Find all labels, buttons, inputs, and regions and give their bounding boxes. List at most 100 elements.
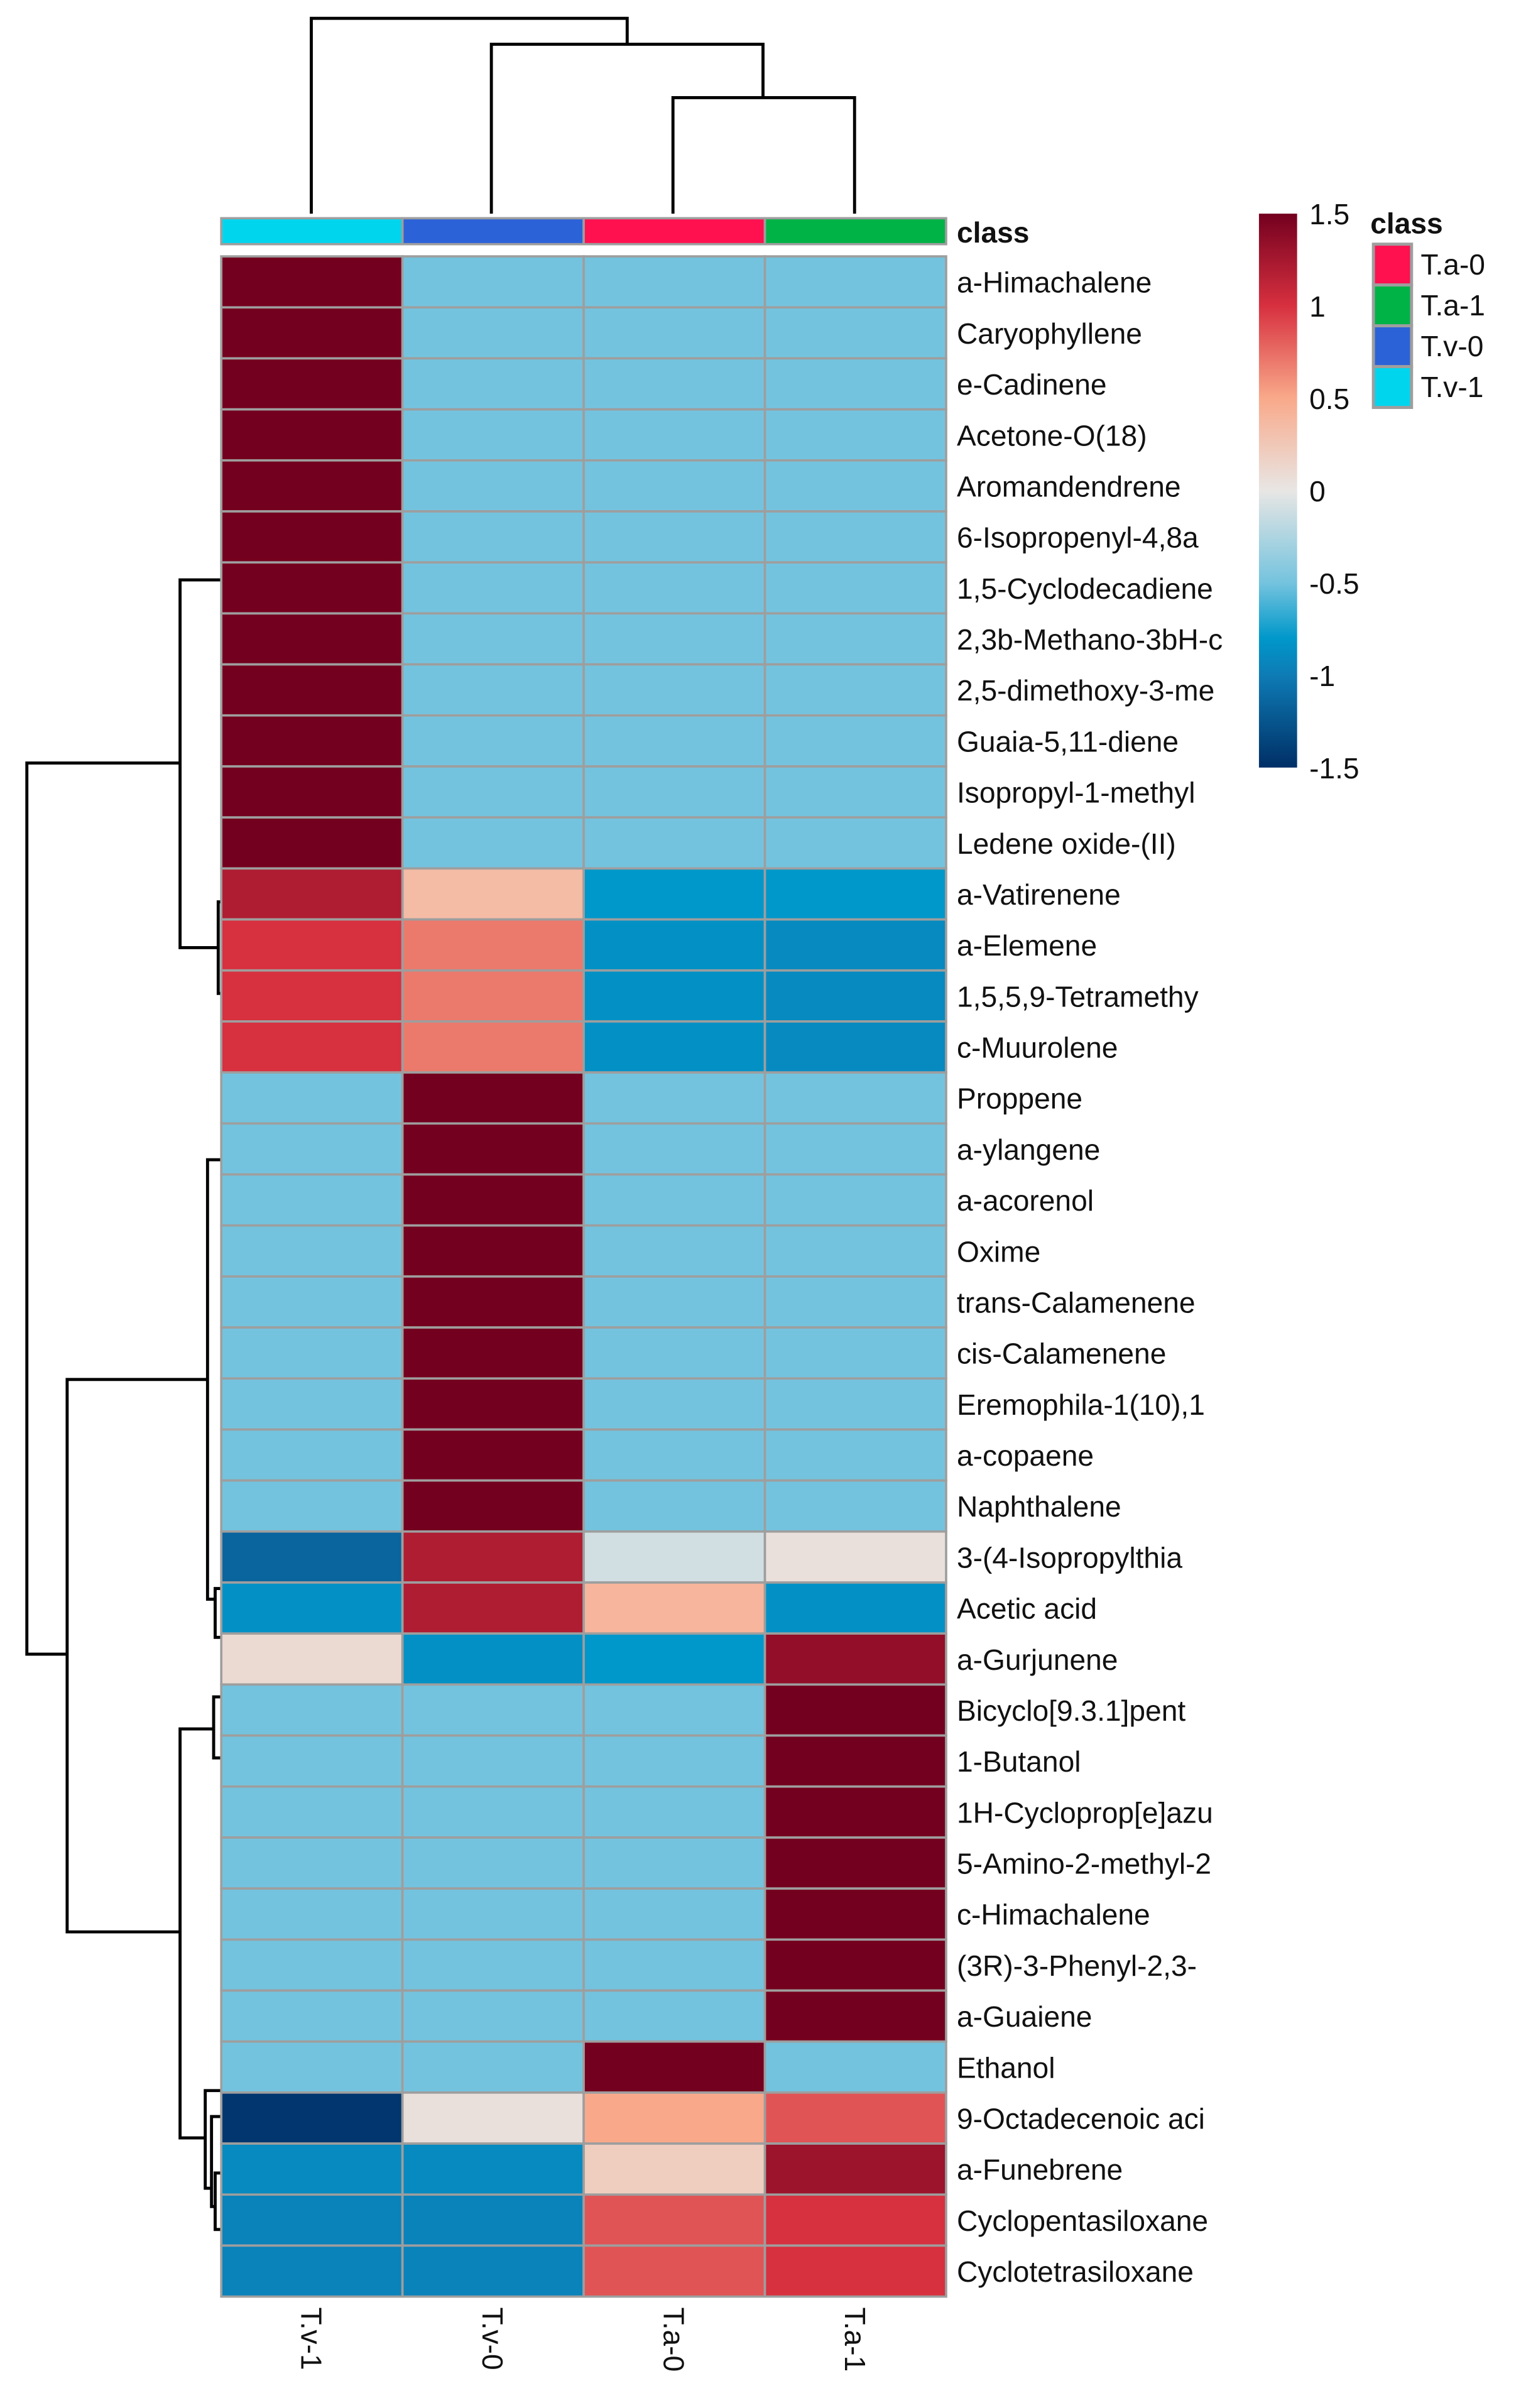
heatmap-cell [220,765,404,819]
heatmap-cell [220,1326,404,1380]
row-label: Aromandendrene [957,470,1181,503]
heatmap-cell [582,306,766,360]
column-labels: T.v-1 T.v-0 T.a-0 T.a-1 [295,2307,871,2372]
heatmap-cell [763,1530,947,1584]
heatmap-cell [582,918,766,972]
heatmap-cell [220,1071,404,1125]
heatmap-cell [763,1581,947,1635]
heatmap-cell [582,1071,766,1125]
heatmap-cell [582,1632,766,1686]
heatmap-cell [220,1734,404,1788]
row-label: 3-(4-Isopropylthia [957,1541,1182,1574]
heatmap-cell [763,1173,947,1227]
heatmap-cell [582,1581,766,1635]
legend-swatch [1371,365,1414,409]
row-label: trans-Calamenene [957,1286,1196,1319]
color-scale-legend: 1.5 1 0.5 0 -0.5 -1 -1.5 [1258,198,1360,785]
heatmap-cell [582,1887,766,1941]
heatmap-cell [220,1020,404,1074]
heatmap-cell [401,714,585,768]
heatmap-cell [401,1530,585,1584]
heatmap-cell [401,408,585,462]
heatmap-cell [763,1785,947,1839]
row-label: 1,5-Cyclodecadiene [957,572,1213,605]
row-label: Naphthalene [957,1490,1121,1523]
heatmap-cell [763,867,947,921]
heatmap-cell [220,663,404,717]
heatmap-cell [763,663,947,717]
heatmap-cell [401,1836,585,1890]
heatmap-cell [401,2142,585,2196]
heatmap-cell [401,1122,585,1176]
heatmap-cell [763,612,947,666]
heatmap-cell [220,1683,404,1737]
heatmap-cell [582,1173,766,1227]
heatmap-cell [582,867,766,921]
heatmap-cell [220,1530,404,1584]
heatmap-cell [763,765,947,819]
heatmap-cell [401,1734,585,1788]
row-label: a-Elemene [957,929,1097,962]
heatmap-cell [582,1377,766,1431]
heatmap-cell [220,918,404,972]
heatmap-cell [220,1275,404,1329]
heatmap-cell [582,459,766,513]
heatmap-cell [763,2142,947,2196]
heatmap-cell [763,1989,947,2043]
heatmap-cell [220,1989,404,2043]
heatmap-cell [582,1224,766,1278]
class-legend-title: class [1370,207,1442,240]
heatmap-cell [582,2142,766,2196]
heatmap-cell [220,306,404,360]
heatmap-cell [763,1632,947,1686]
heatmap-cell [582,969,766,1023]
heatmap-cell [582,1122,766,1176]
row-label: c-Muurolene [957,1032,1118,1064]
heatmap-cell [220,1428,404,1482]
heatmap-cell [220,612,404,666]
heatmap-cell [763,969,947,1023]
heatmap-cell [401,1020,585,1074]
heatmap-cell [582,357,766,411]
heatmap-cell [220,1887,404,1941]
heatmap-cell [582,1785,766,1839]
heatmap-cell [582,2193,766,2247]
class-bar-cell [220,217,404,246]
class-bar-cell [582,217,766,246]
heatmap-cell [401,2091,585,2145]
column-label: T.a-0 [657,2307,690,2372]
heatmap-cell [220,2040,404,2094]
heatmap-cell [763,918,947,972]
heatmap-cell [220,1632,404,1686]
heatmap-cell [220,1173,404,1227]
legend-swatch [1371,324,1414,369]
heatmap-cell [582,510,766,564]
heatmap-cell [401,1224,585,1278]
legend-label: T.v-0 [1420,330,1483,362]
heatmap-cell [401,663,585,717]
column-label: T.a-1 [839,2307,871,2372]
heatmap-cell [401,2244,585,2298]
heatmap-cell [401,1683,585,1737]
column-dendrogram [310,16,856,214]
heatmap-cell [220,510,404,564]
heatmap-cell [401,1377,585,1431]
heatmap-cell [401,1581,585,1635]
heatmap-cell [763,1887,947,1941]
heatmap-cell [220,1122,404,1176]
row-label: 1-Butanol [957,1745,1081,1778]
color-scale-tick: 0.5 [1309,383,1349,415]
legend-label: T.a-0 [1420,248,1485,281]
heatmap-cell [763,1275,947,1329]
heatmap-cell [582,2091,766,2145]
row-label: Caryophyllene [957,317,1142,350]
heatmap-cell [220,2193,404,2247]
row-label: 6-Isopropenyl-4,8a [957,521,1199,554]
row-label: Eremophila-1(10),1 [957,1388,1205,1421]
heatmap-cell [763,2040,947,2094]
heatmap-cell [763,1377,947,1431]
heatmap-cell [401,1479,585,1533]
heatmap-cell [763,1020,947,1074]
row-label: a-ylangene [957,1133,1100,1166]
legend-label: T.a-1 [1420,289,1485,322]
